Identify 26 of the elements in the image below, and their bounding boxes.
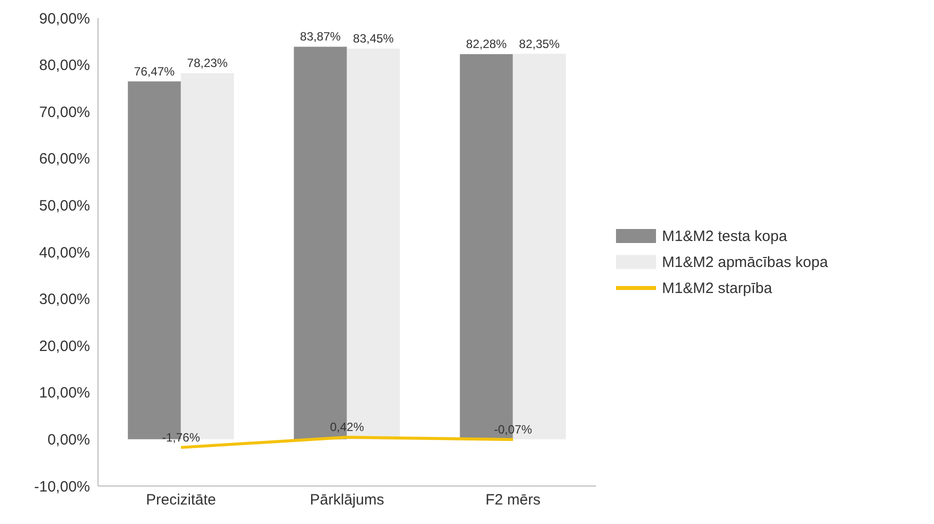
x-tick-label: Precizitāte [146, 492, 216, 509]
y-tick-label: 20,00% [39, 338, 90, 355]
y-tick-label: 70,00% [39, 104, 90, 121]
data-label: 82,35% [519, 36, 560, 51]
y-tick-label: 30,00% [39, 291, 90, 308]
legend-label: M1&M2 starpība [662, 280, 772, 296]
x-tick-label: Pārklājums [310, 492, 384, 509]
data-label: 78,23% [187, 56, 228, 70]
x-tick-label: F2 mērs [485, 492, 541, 509]
legend-label: M1&M2 apmācības kopa [662, 254, 828, 270]
data-label: 0,42% [330, 420, 364, 434]
y-tick-label: 40,00% [39, 244, 90, 262]
y-tick-label: -10,00% [34, 478, 90, 496]
y-tick-label: 90,00% [39, 10, 90, 28]
data-label: -1,76% [162, 430, 200, 444]
data-label: -0,07% [494, 422, 532, 437]
y-tick-label: 80,00% [39, 57, 90, 74]
y-tick-label: 0,00% [47, 432, 90, 449]
data-label: 83,45% [353, 32, 394, 46]
legend-label: M1&M2 testa kopa [662, 228, 788, 244]
data-label: 82,28% [466, 37, 508, 52]
data-label: 83,87% [300, 30, 342, 44]
y-tick-label: 60,00% [39, 150, 90, 168]
y-tick-label: 50,00% [39, 198, 90, 215]
data-label: 76,47% [134, 64, 176, 78]
y-tick-label: 10,00% [39, 384, 90, 402]
